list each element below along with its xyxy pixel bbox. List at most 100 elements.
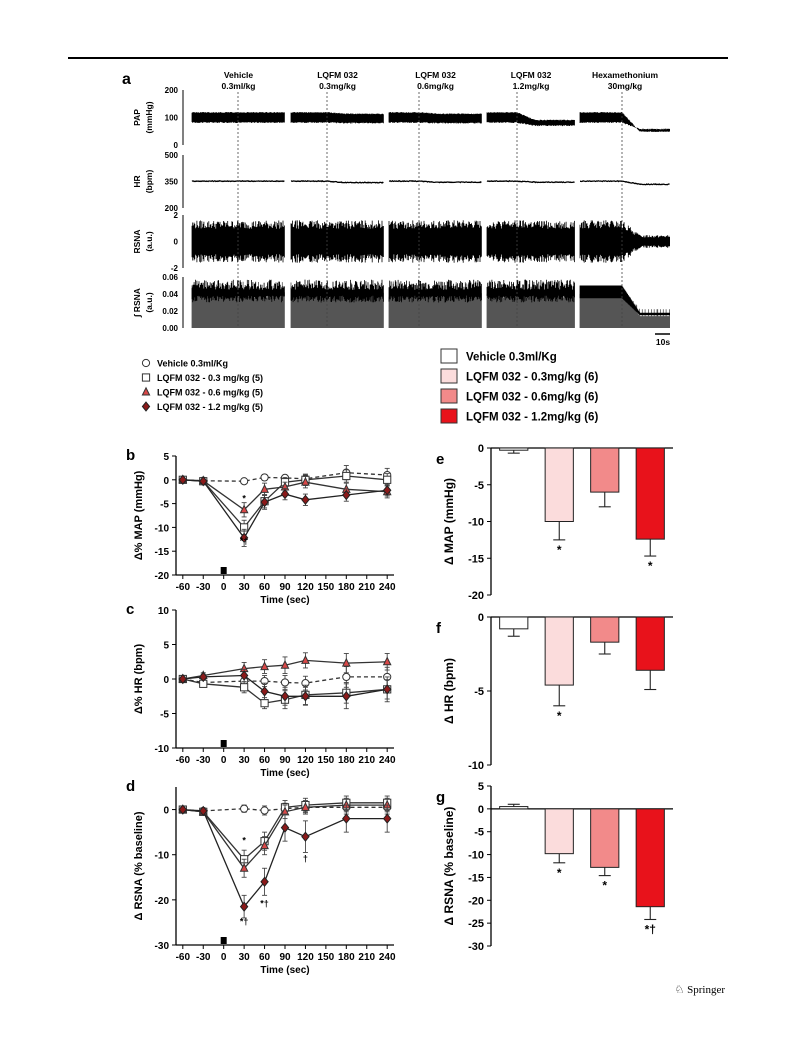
x-tick-label: 30 — [239, 755, 251, 766]
series-line — [182, 676, 388, 684]
y-tick-label: -20 — [468, 895, 484, 907]
series-line — [182, 659, 388, 680]
trace-tick-label: -2 — [171, 264, 179, 273]
bar — [544, 616, 574, 686]
panel-letter: g — [436, 789, 445, 806]
data-point — [301, 691, 310, 702]
panel-letter: c — [126, 601, 134, 618]
x-tick-label: 210 — [358, 755, 375, 766]
legend-left: Vehicle 0.3ml/Kg LQFM 032 - 0.3 mg/kg (5)… — [141, 359, 263, 412]
trace-signal — [388, 112, 482, 124]
x-tick-label: 30 — [239, 582, 251, 593]
condition-name: LQFM 032 — [415, 70, 456, 80]
data-point — [239, 532, 249, 544]
y-tick-label: 5 — [163, 641, 169, 652]
trace-unit: (bpm) — [144, 170, 154, 194]
significance-label: * — [602, 879, 607, 893]
series-line — [182, 804, 388, 870]
condition-dose: 0.3mg/kg — [319, 81, 356, 91]
data-point — [382, 485, 392, 496]
series-line — [182, 472, 388, 482]
data-point — [260, 806, 269, 815]
trace-signal-peak — [486, 279, 575, 303]
trace-unit: (a.u.) — [144, 292, 154, 312]
panel-d-rsna-line-chart: d 0 -10 -20 -30 -60 -30 0 30 60 90 120 150 180 210 240 T… — [126, 778, 396, 976]
bar — [499, 616, 529, 630]
trace-signal — [191, 281, 285, 328]
significance-label: *† — [260, 899, 269, 909]
panel-f-hr-bar-chart: f 0 -5 -10 Δ HR (bpm) * — [436, 612, 673, 772]
panel-b-map-line-chart: b 5 0 -5 -10 -15 -20 -60 -30 0 30 60 90 120 150 180 210 2… — [126, 447, 396, 606]
data-point — [178, 804, 188, 815]
y-tick-label: -10 — [155, 744, 170, 755]
data-point — [260, 473, 269, 482]
data-point — [382, 656, 392, 666]
y-axis-label: Δ RSNA (% baseline) — [442, 807, 456, 926]
x-tick-label: -30 — [196, 952, 211, 963]
y-tick-label: -20 — [155, 571, 170, 582]
x-tick-label: 120 — [297, 952, 314, 963]
legend-swatch — [440, 348, 458, 364]
condition-name: Vehicle — [224, 70, 254, 80]
significance-label: *† — [645, 922, 656, 936]
x-tick-label: 60 — [259, 755, 271, 766]
trace-signal — [486, 180, 575, 184]
condition-name: Hexamethonium — [592, 70, 659, 80]
data-point — [260, 496, 269, 508]
trace-label: HR — [132, 175, 142, 187]
data-point — [239, 862, 249, 872]
y-tick-label: -10 — [468, 760, 484, 772]
panel-g-rsna-bar-chart: g 5 0 -5 -10 -15 -20 -25 -30 Δ RSNA (% baseline) *… — [436, 781, 673, 953]
data-point — [260, 686, 269, 697]
trace-signal-peak — [191, 279, 285, 303]
y-tick-label: -30 — [468, 941, 484, 953]
trace-signal — [388, 281, 482, 328]
legend-label: Vehicle 0.3ml/Kg — [466, 352, 557, 364]
trace-signal — [191, 112, 285, 123]
data-point — [239, 901, 249, 912]
significance-label: *† — [240, 536, 249, 546]
data-point — [280, 691, 290, 702]
data-point — [342, 813, 351, 824]
trace-signal — [191, 220, 285, 263]
x-tick-label: -60 — [176, 582, 191, 593]
y-tick-label: 0 — [478, 443, 484, 455]
data-point — [199, 805, 208, 817]
x-tick-label: 0 — [221, 582, 227, 593]
legend-label: LQFM 032 - 0.3mg/kg (6) — [466, 372, 598, 384]
bar — [635, 808, 665, 908]
condition-dose: 1.2mg/kg — [513, 81, 550, 91]
trace-signal — [388, 180, 482, 184]
y-tick-label: -25 — [468, 918, 484, 930]
data-point — [178, 673, 188, 685]
data-point — [301, 494, 310, 505]
significance-label: * — [242, 835, 246, 845]
legend-swatch — [440, 388, 458, 404]
y-tick-label: -20 — [155, 896, 170, 907]
data-point — [239, 670, 249, 681]
legend-label: Vehicle 0.3ml/Kg — [157, 359, 228, 369]
data-point — [260, 661, 269, 671]
y-axis-label: Δ% MAP (mmHg) — [133, 470, 145, 560]
trace-signal — [290, 282, 384, 328]
trace-signal — [388, 220, 482, 263]
data-point — [260, 876, 269, 887]
trace-signal — [290, 220, 384, 263]
trace-signal — [580, 180, 670, 186]
x-tick-label: 120 — [297, 582, 314, 593]
legend-label: LQFM 032 - 1.2 mg/kg (5) — [157, 402, 263, 412]
bar — [635, 447, 665, 540]
legend-marker-triangle-red — [141, 386, 151, 396]
bar — [544, 447, 574, 522]
panel-c-hr-line-chart: c 10 5 0 -5 -10 -60 -30 0 30 60 90 120 150 180 210 240 Ti… — [126, 601, 396, 779]
x-tick-label: 90 — [279, 582, 291, 593]
y-tick-label: 0 — [163, 476, 169, 487]
data-point — [260, 840, 269, 850]
x-axis-label: Time (sec) — [260, 595, 309, 606]
data-point — [342, 489, 351, 501]
data-point — [280, 678, 290, 687]
trace-signal-peak — [290, 279, 384, 303]
significance-label: † — [303, 853, 308, 863]
